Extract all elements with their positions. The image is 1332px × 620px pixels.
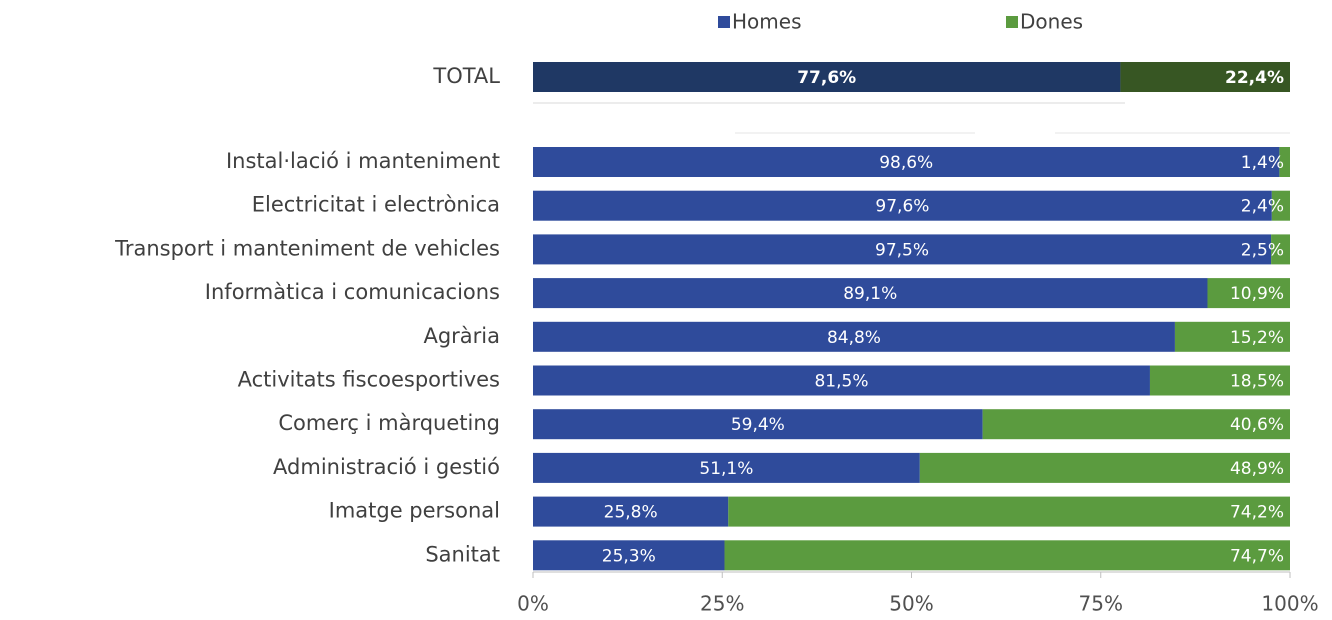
- value-label: 89,1%: [843, 284, 897, 304]
- bar-segment: [533, 62, 1121, 92]
- value-label: 84,8%: [827, 328, 881, 348]
- x-tick-label: 25%: [700, 592, 744, 616]
- value-label: 51,1%: [699, 459, 753, 479]
- value-label: 25,8%: [604, 503, 658, 523]
- legend-swatch: [718, 16, 730, 28]
- bar-segment: [533, 409, 983, 440]
- bar-segment: [1120, 62, 1290, 92]
- bar-segment: [1174, 321, 1290, 352]
- bar-segment: [533, 147, 1280, 177]
- x-tick-label: 75%: [1079, 592, 1123, 616]
- value-label: 2,5%: [1241, 240, 1284, 260]
- bar-segment: [533, 540, 725, 571]
- bar-segment: [533, 278, 1208, 309]
- value-label: 74,7%: [1230, 546, 1284, 566]
- value-label: 18,5%: [1230, 372, 1284, 392]
- x-tick-label: 0%: [517, 592, 549, 616]
- value-label: 81,5%: [814, 372, 868, 392]
- category-label: Comerç i màrqueting: [278, 411, 500, 435]
- bar-segment: [1279, 147, 1290, 177]
- value-label: 74,2%: [1230, 503, 1284, 523]
- bar-segment: [533, 190, 1272, 221]
- bar-segment: [533, 496, 729, 527]
- value-label: 2,4%: [1241, 197, 1284, 217]
- bar-segment: [1271, 234, 1290, 265]
- category-label: TOTAL: [432, 64, 500, 88]
- bar-segment: [533, 365, 1150, 396]
- x-tick-label: 50%: [889, 592, 933, 616]
- value-label: 10,9%: [1230, 284, 1284, 304]
- bar-segment: [919, 452, 1290, 483]
- category-label: Administració i gestió: [273, 455, 500, 479]
- value-label: 59,4%: [731, 415, 785, 435]
- bar-segment: [1207, 278, 1290, 309]
- category-label: Sanitat: [425, 542, 500, 566]
- bar-segment: [533, 234, 1272, 265]
- value-label: 97,5%: [875, 240, 929, 260]
- legend-label: Dones: [1020, 10, 1083, 34]
- x-tick-label: 100%: [1261, 592, 1318, 616]
- value-label: 40,6%: [1230, 415, 1284, 435]
- value-label: 97,6%: [875, 197, 929, 217]
- category-label: Imatge personal: [329, 499, 500, 523]
- value-label: 98,6%: [879, 153, 933, 173]
- category-label: Activitats fiscoesportives: [238, 368, 500, 392]
- bar-segment: [982, 409, 1290, 440]
- bar-segment: [533, 452, 920, 483]
- value-label: 1,4%: [1241, 153, 1284, 173]
- legend-label: Homes: [732, 10, 801, 34]
- category-label: Instal·lació i manteniment: [226, 149, 500, 173]
- value-label: 77,6%: [797, 68, 856, 88]
- bar-segment: [724, 540, 1290, 571]
- bar-segment: [1271, 190, 1290, 221]
- bar-segment: [1149, 365, 1290, 396]
- bar-segment: [728, 496, 1290, 527]
- legend-swatch: [1006, 16, 1018, 28]
- bar-segment: [533, 321, 1175, 352]
- category-label: Transport i manteniment de vehicles: [114, 236, 500, 260]
- value-label: 22,4%: [1225, 68, 1284, 88]
- value-label: 48,9%: [1230, 459, 1284, 479]
- category-label: Electricitat i electrònica: [252, 193, 500, 217]
- category-label: Informàtica i comunicacions: [205, 280, 500, 304]
- value-label: 15,2%: [1230, 328, 1284, 348]
- category-label: Agrària: [423, 324, 500, 348]
- value-label: 25,3%: [602, 546, 656, 566]
